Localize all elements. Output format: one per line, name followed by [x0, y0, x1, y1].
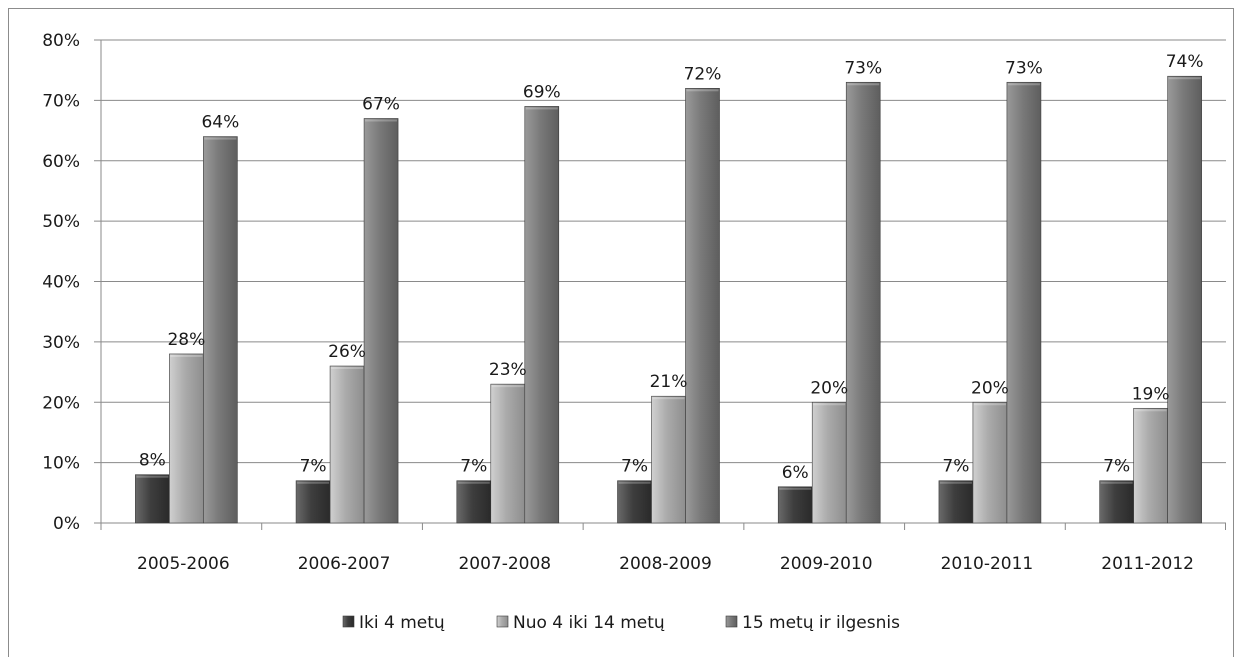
- legend-swatch: [342, 615, 355, 628]
- bar: [811, 401, 847, 524]
- data-label: 69%: [523, 82, 561, 102]
- bar: [295, 480, 331, 524]
- bar: [777, 486, 813, 524]
- bar: [1006, 81, 1042, 524]
- bar-highlight: [297, 481, 330, 484]
- bar: [329, 365, 365, 524]
- bar: [456, 480, 492, 524]
- data-label: 20%: [810, 378, 848, 398]
- data-label: 26%: [328, 342, 366, 362]
- bar: [490, 383, 526, 524]
- bar-highlight: [136, 475, 169, 478]
- bar-highlight: [939, 481, 972, 484]
- bar-highlight: [525, 107, 558, 110]
- data-label: 6%: [782, 463, 809, 483]
- y-tick-label: 70%: [42, 91, 80, 111]
- bar: [938, 480, 974, 524]
- bar: [651, 395, 686, 524]
- legend-swatch: [496, 615, 509, 628]
- y-tick-label: 40%: [42, 273, 80, 293]
- data-label: 74%: [1166, 52, 1204, 72]
- data-label: 73%: [1005, 58, 1043, 78]
- bar-highlight: [457, 481, 490, 484]
- bar-highlight: [204, 137, 237, 140]
- x-tick-label: 2010-2011: [941, 554, 1034, 574]
- x-tick-label: 2005-2006: [137, 554, 230, 574]
- data-label: 20%: [971, 378, 1009, 398]
- x-tick-label: 2011-2012: [1101, 554, 1194, 574]
- data-label: 23%: [489, 360, 527, 380]
- bar-highlight: [973, 403, 1006, 406]
- y-tick-label: 10%: [42, 454, 80, 474]
- bars: [135, 75, 1202, 524]
- data-label: 19%: [1132, 384, 1170, 404]
- bar-highlight: [1134, 409, 1167, 412]
- bar: [845, 81, 881, 524]
- y-tick-label: 20%: [42, 393, 80, 413]
- bar-highlight: [847, 83, 880, 86]
- data-label: 73%: [844, 58, 882, 78]
- bar: [1099, 480, 1134, 524]
- bar: [685, 88, 720, 524]
- bar: [972, 401, 1008, 524]
- bar-highlight: [1100, 481, 1133, 484]
- y-tick-label: 50%: [42, 212, 80, 232]
- x-tick-label: 2007-2008: [458, 554, 551, 574]
- bar: [169, 353, 204, 524]
- bar-highlight: [491, 385, 524, 388]
- bar-highlight: [618, 481, 651, 484]
- bar-highlight: [686, 89, 719, 92]
- data-label: 7%: [300, 457, 327, 477]
- bar: [135, 474, 170, 524]
- data-label: 7%: [942, 457, 969, 477]
- bar-highlight: [813, 403, 846, 406]
- y-tick-label: 30%: [42, 333, 80, 353]
- data-label: 28%: [167, 330, 205, 350]
- data-label: 7%: [621, 457, 648, 477]
- y-tick-label: 0%: [53, 514, 80, 534]
- x-tick-label: 2006-2007: [298, 554, 391, 574]
- bar-highlight: [652, 397, 685, 400]
- data-label: 64%: [201, 113, 239, 133]
- legend-label: Nuo 4 iki 14 metų: [513, 613, 665, 633]
- y-tick-label: 60%: [42, 152, 80, 172]
- data-label: 7%: [1103, 457, 1130, 477]
- data-label: 72%: [684, 64, 722, 84]
- bar: [363, 118, 399, 524]
- y-tick-label: 80%: [42, 31, 80, 51]
- bar: [524, 106, 560, 524]
- bar-highlight: [1168, 77, 1201, 80]
- data-label: 8%: [139, 451, 166, 471]
- bar: [617, 480, 652, 524]
- data-label: 67%: [362, 94, 400, 114]
- legend-label: 15 metų ir ilgesnis: [742, 613, 900, 633]
- bar-highlight: [779, 487, 812, 490]
- data-label: 7%: [460, 457, 487, 477]
- data-label: 21%: [650, 372, 688, 392]
- x-tick-label: 2009-2010: [780, 554, 873, 574]
- bar-highlight: [170, 354, 203, 357]
- bar: [1167, 75, 1202, 524]
- bar-highlight: [365, 119, 398, 122]
- legend-swatch: [725, 615, 738, 628]
- bar: [203, 136, 238, 524]
- bar-highlight: [331, 367, 364, 370]
- bar-highlight: [1007, 83, 1040, 86]
- data-labels: 8% 28% 64% 7% 26% 67% 7% 23% 69% 7% 21% 72% 6% 20% 73%…: [139, 52, 1204, 483]
- x-tick-label: 2008-2009: [619, 554, 712, 574]
- bar: [1133, 407, 1168, 524]
- legend: Iki 4 metų Nuo 4 iki 14 metų 15 metų ir il…: [342, 613, 900, 633]
- legend-label: Iki 4 metų: [359, 613, 445, 633]
